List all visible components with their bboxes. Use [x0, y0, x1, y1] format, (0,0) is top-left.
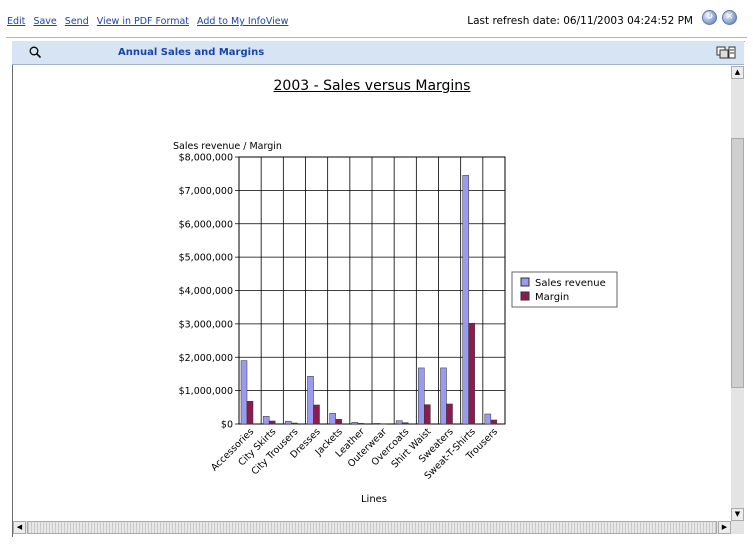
legend: Sales revenue Margin [511, 271, 618, 308]
horizontal-scrollbar[interactable]: ◀ ▶ [13, 521, 731, 534]
bar-chart: $0 $1,000,000 $2,000,000 $3,000,000 $4,000,0… [173, 141, 618, 505]
bar-sales [373, 423, 381, 425]
bar-margin [357, 423, 365, 425]
scroll-up-icon[interactable]: ▲ [731, 66, 744, 79]
bar-margin [490, 419, 498, 425]
bar-sales [351, 422, 359, 425]
scroll-left-icon[interactable]: ◀ [13, 521, 26, 534]
bar-margin [424, 404, 431, 425]
divider [6, 37, 747, 38]
last-refresh-text: Last refresh date: 06/11/2003 04:24:52 P… [467, 15, 693, 27]
bar-margin [246, 401, 254, 425]
send-link[interactable]: Send [64, 16, 89, 27]
bar-margin [446, 403, 453, 425]
legend-swatch-margin [520, 291, 530, 301]
bar-sales [329, 413, 336, 425]
top-bar: Edit Save Send View in PDF Format Add to… [0, 0, 753, 38]
y-tick-label: $1,000,000 [179, 386, 233, 397]
bar-sales [307, 376, 314, 425]
bar-margin [313, 404, 320, 425]
x-axis-label: Lines [361, 494, 387, 505]
view-pdf-link[interactable]: View in PDF Format [96, 16, 190, 27]
y-tick-label: $8,000,000 [179, 153, 233, 164]
bar-margin [335, 419, 342, 425]
panel-title: Annual Sales and Margins [118, 47, 265, 58]
legend-swatch-sales [520, 277, 530, 287]
bar-sales [484, 413, 492, 425]
close-icon[interactable]: ✕ [722, 10, 737, 25]
bar-margin [268, 420, 276, 425]
chart-bars [240, 175, 498, 425]
horizontal-scroll-thumb[interactable] [27, 521, 717, 534]
y-tick-label: $4,000,000 [179, 286, 233, 297]
chart-grid [235, 156, 506, 425]
panes-icon[interactable] [716, 46, 736, 59]
chart-title: 2003 - Sales versus Margins [273, 78, 471, 94]
search-icon[interactable] [29, 46, 41, 58]
add-to-infoview-link[interactable]: Add to My InfoView [197, 16, 289, 27]
bar-sales [440, 367, 447, 425]
scroll-right-icon[interactable]: ▶ [718, 521, 731, 534]
bar-margin [401, 422, 409, 425]
y-tick-label: $5,000,000 [179, 253, 233, 264]
scrollbar-corner [731, 521, 744, 534]
report-content: 2003 - Sales versus Margins $0 $1,000,000… [13, 66, 731, 520]
bar-margin [468, 322, 475, 425]
save-link[interactable]: Save [33, 16, 57, 27]
bar-sales [240, 360, 248, 425]
vertical-scroll-thumb[interactable] [731, 138, 744, 388]
legend-label-margin: Margin [535, 292, 569, 303]
bar-margin [291, 422, 298, 425]
y-tick-label: $7,000,000 [179, 186, 233, 197]
bar-sales [262, 416, 270, 425]
top-links: Edit Save Send View in PDF Format Add to… [7, 16, 293, 27]
y-tick-labels: $0 $1,000,000 $2,000,000 $3,000,000 $4,000,0… [179, 153, 233, 431]
y-tick-label: $6,000,000 [179, 219, 233, 230]
bar-sales [395, 420, 403, 425]
legend-label-sales: Sales revenue [535, 278, 606, 289]
y-axis-label: Sales revenue / Margin [173, 141, 282, 152]
edit-link[interactable]: Edit [7, 16, 26, 27]
y-tick-label: $0 [221, 420, 233, 431]
bar-sales [285, 421, 292, 425]
refresh-icon[interactable]: ↻ [702, 10, 717, 25]
y-tick-label: $2,000,000 [179, 353, 233, 364]
bar-sales [462, 175, 469, 425]
bar-margin [379, 423, 387, 425]
vertical-scrollbar[interactable]: ▲ ▼ [731, 66, 744, 521]
bar-sales [418, 367, 425, 425]
scroll-down-icon[interactable]: ▼ [731, 508, 744, 521]
y-tick-label: $3,000,000 [179, 319, 233, 330]
panel-toolbar: Annual Sales and Margins [12, 41, 744, 65]
